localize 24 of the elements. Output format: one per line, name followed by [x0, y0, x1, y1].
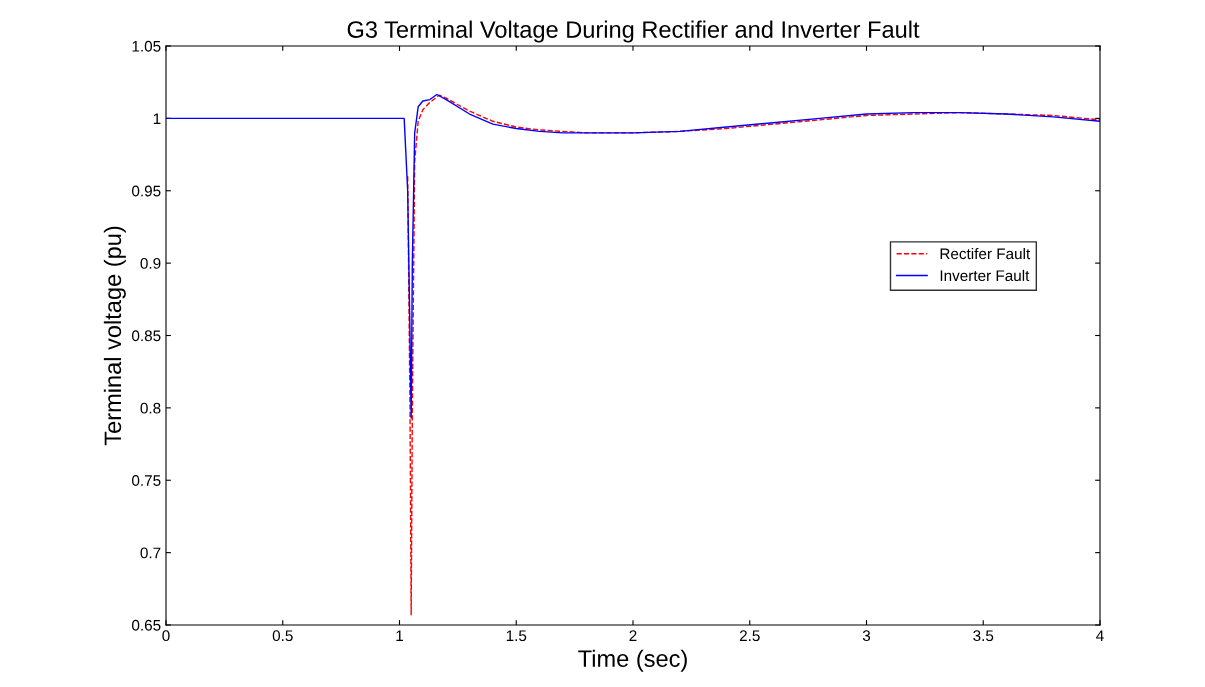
y-tick-label: 0.95 — [132, 185, 161, 197]
x-tick-label: 1 — [396, 630, 403, 641]
y-tick-label: 0.7 — [140, 547, 161, 559]
x-tick-label: 3.5 — [973, 630, 994, 642]
legend-label: Inverter Fault — [940, 269, 1030, 282]
x-tick-label: 2 — [629, 630, 637, 641]
x-tick-label: 4 — [1096, 630, 1104, 641]
y-tick-label: 0.8 — [140, 402, 161, 414]
x-tick-label: 2.5 — [739, 630, 760, 642]
y-tick-label: 0.65 — [132, 619, 161, 631]
y-tick-label: 1.05 — [132, 40, 161, 52]
y-tick-label: 1 — [153, 113, 161, 124]
line-series — [166, 93, 1100, 419]
x-tick-label: 3 — [862, 630, 871, 642]
y-tick-label: 0.9 — [140, 257, 161, 269]
x-tick-label: 0.5 — [272, 630, 293, 642]
y-tick-label: 0.75 — [132, 475, 161, 486]
x-axis-title: Time (sec) — [578, 649, 687, 672]
y-tick-label: 0.85 — [132, 330, 161, 342]
x-tick-label: 0 — [162, 630, 170, 642]
x-tick-label: 1.5 — [506, 630, 527, 642]
chart-title: G3 Terminal Voltage During Rectifier and Inverter Fault — [347, 20, 920, 43]
legend-label: Rectifer Fault — [940, 247, 1031, 260]
y-axis-title: Terminal voltage (pu) — [103, 226, 126, 446]
